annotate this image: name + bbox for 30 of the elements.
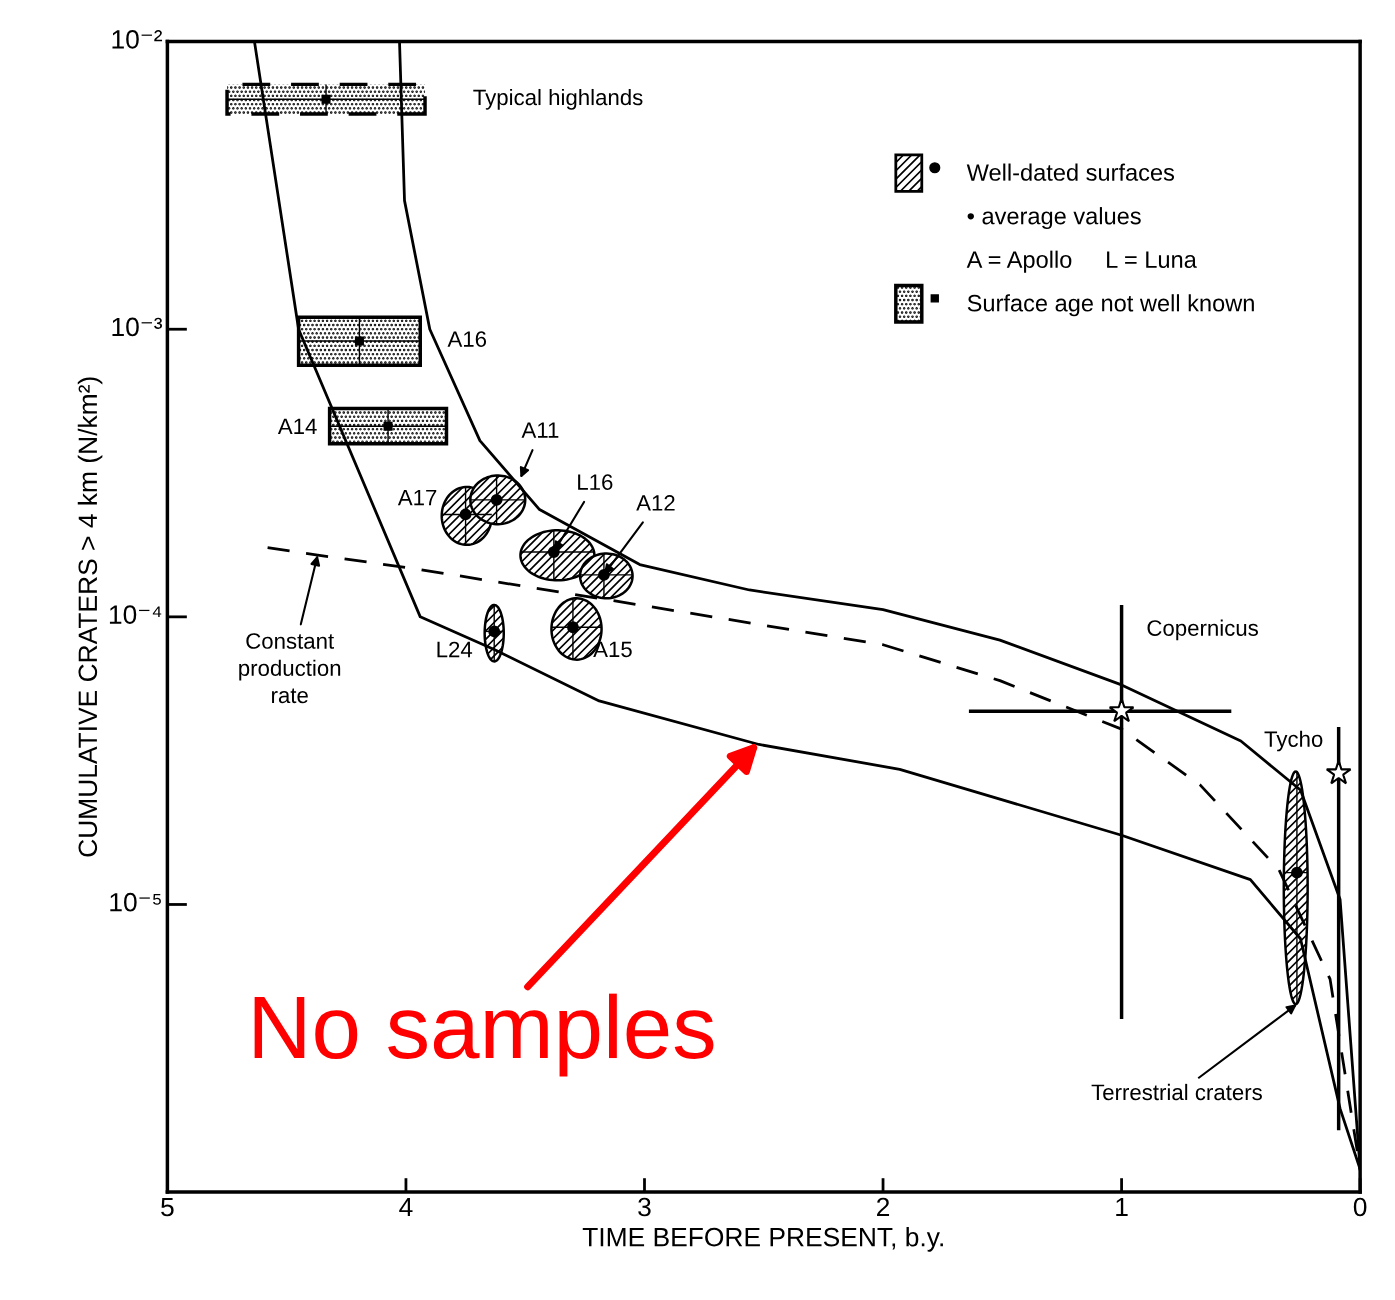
annotation: A14 (277, 418, 317, 434)
annotation: • average values (967, 207, 1141, 230)
x-tick-label: 4 (399, 1197, 413, 1217)
annotation: A = Apollo L = Luna (966, 250, 1197, 273)
annotation: Copernicus (1147, 619, 1258, 641)
y-axis-title: CUMULATIVE CRATERS > 4 km (N/km²) (77, 377, 103, 857)
x-axis-title: TIME BEFORE PRESENT, b.y. (582, 1227, 943, 1252)
annotation: Constant production rate (239, 633, 341, 704)
x-tick-label: 3 (638, 1197, 651, 1217)
annotation: A15 (593, 641, 632, 658)
annotation: Terrestrial craters (1091, 1083, 1262, 1101)
annotation: A12 (636, 495, 675, 511)
annotation: L24 (437, 641, 473, 658)
y-tick-label: 10⁻² (112, 30, 163, 49)
annotation: A16 (447, 331, 487, 347)
x-tick-label: 5 (161, 1197, 174, 1217)
annotation: No samples (254, 993, 714, 1077)
x-tick-label: 2 (877, 1197, 890, 1217)
y-tick-label: 10⁻⁴ (109, 605, 162, 624)
annotation: A11 (521, 422, 559, 438)
x-tick-label: 1 (1116, 1197, 1128, 1217)
x-tick-label: 0 (1353, 1197, 1367, 1217)
y-tick-label: 10⁻⁵ (110, 892, 161, 912)
annotation: Typical highlands (473, 88, 643, 110)
annotation: Tycho (1264, 730, 1323, 752)
annotation: L16 (578, 474, 613, 491)
y-tick-label: 10⁻³ (112, 317, 163, 337)
annotation: A17 (397, 489, 437, 506)
legend-label: Well-dated surfaces (966, 163, 1175, 181)
legend-label: Surface age not well known (967, 294, 1254, 317)
